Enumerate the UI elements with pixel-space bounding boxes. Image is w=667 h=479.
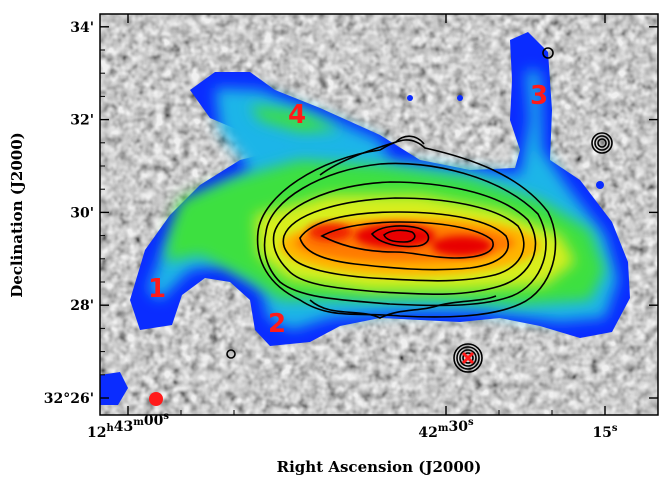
contours (226, 47, 613, 373)
x-tick-label: 15s (592, 423, 617, 441)
region-label-1: 1 (148, 274, 166, 304)
beam (149, 392, 163, 406)
x-tick-label: 42m30s (418, 417, 474, 441)
region-label-3: 3 (530, 81, 548, 111)
x-axis-title: Right Ascension (J2000) (277, 458, 482, 476)
region-label-4: 4 (288, 100, 306, 130)
y-axis-title: Declination (J2000) (8, 132, 26, 298)
y-tick-label: 32°26' (44, 391, 94, 407)
x-axis: 12h43m00s42m30s15s00s41m45s30s15s (87, 14, 618, 441)
y-tick-label: 34' (70, 20, 94, 36)
y-axis: 32°26'28'30'32'34'36'38'40'42' (44, 20, 658, 407)
plot-frame (99, 13, 659, 416)
y-tick-label: 30' (70, 205, 94, 221)
region-label-2: 2 (268, 309, 286, 339)
x-mark-source (461, 351, 475, 365)
y-tick-label: 32' (70, 113, 94, 129)
y-tick-label: 28' (70, 298, 94, 314)
x-tick-label: 12h43m00s (87, 411, 169, 441)
image-panel (100, 14, 658, 415)
